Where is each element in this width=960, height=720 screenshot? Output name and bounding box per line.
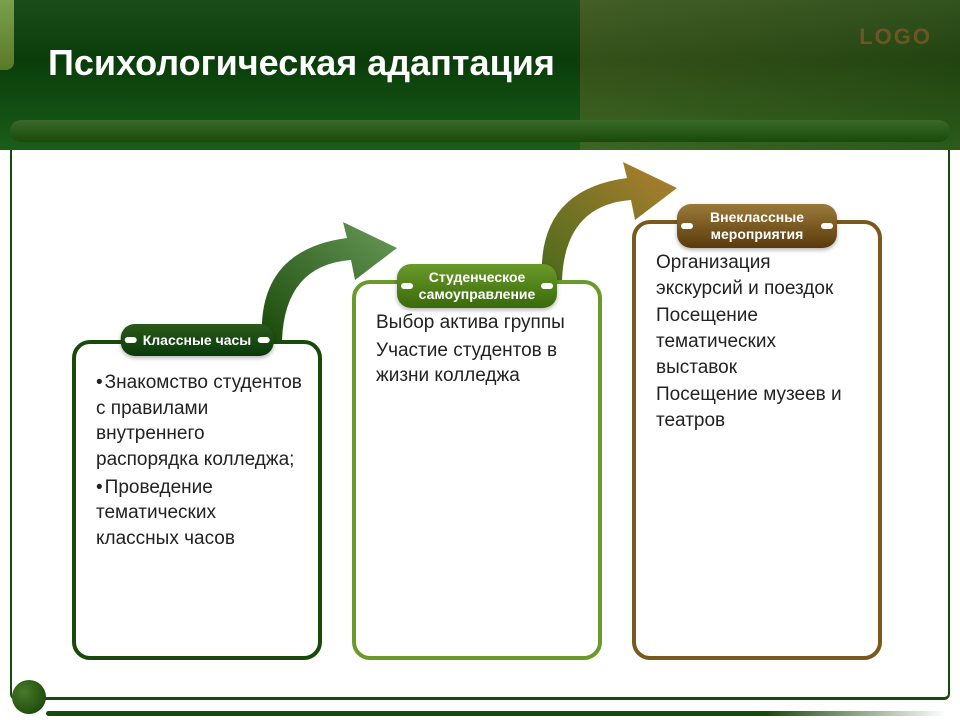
content-area: Классные часы Знакомство студентов с пра… — [10, 150, 950, 700]
card1-item-1: Проведение тематических классных часов — [96, 475, 302, 552]
card3-item-0: Организация экскурсий и поездок — [656, 250, 862, 301]
footer-dot-icon — [12, 680, 46, 714]
card3-item-1: Посещение тематических выставок — [656, 303, 862, 380]
header-underline-bar — [10, 120, 950, 142]
card-class-hours: Классные часы Знакомство студентов с пра… — [72, 340, 322, 660]
card-header-3: Внеклассные мероприятия — [677, 204, 837, 248]
slide-title: Психологическая адаптация — [48, 42, 555, 84]
footer-line — [46, 711, 946, 716]
card-student-gov: Студенческое самоуправление Выбор актива… — [352, 280, 602, 660]
card-body-1: Знакомство студентов с правилами внутрен… — [76, 344, 318, 569]
card2-item-0: Выбор актива группы — [376, 310, 582, 336]
card2-item-1: Участие студентов в жизни колледжа — [376, 338, 582, 389]
logo-text: LOGO — [859, 24, 932, 50]
card-extracurricular: Внеклассные мероприятия Организация экск… — [632, 220, 882, 660]
card-header-2: Студенческое самоуправление — [397, 264, 557, 308]
card-body-3: Организация экскурсий и поездок Посещени… — [636, 224, 878, 451]
card1-item-0: Знакомство студентов с правилами внутрен… — [96, 370, 302, 473]
card-header-1: Классные часы — [121, 324, 274, 356]
card3-item-2: Посещение музеев и театров — [656, 382, 862, 433]
header-tab-accent — [0, 0, 14, 70]
slide-header: Психологическая адаптация LOGO — [0, 0, 960, 150]
